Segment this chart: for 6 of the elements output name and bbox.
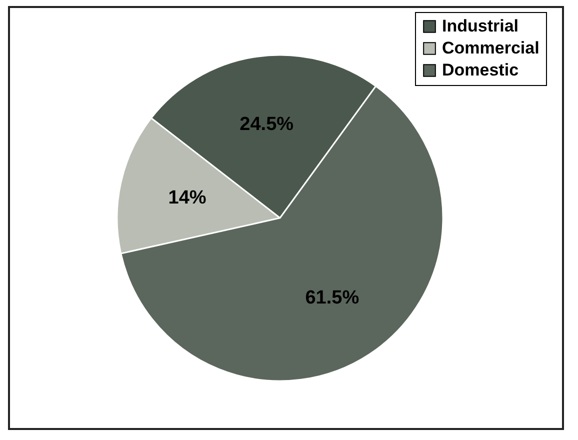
legend-label: Commercial	[442, 38, 540, 58]
data-label: 61.5%	[305, 287, 360, 308]
data-label: 24.5%	[240, 114, 294, 135]
legend-label: Industrial	[442, 16, 519, 36]
data-label: 14%	[168, 187, 206, 208]
legend-label: Domestic	[442, 60, 519, 80]
